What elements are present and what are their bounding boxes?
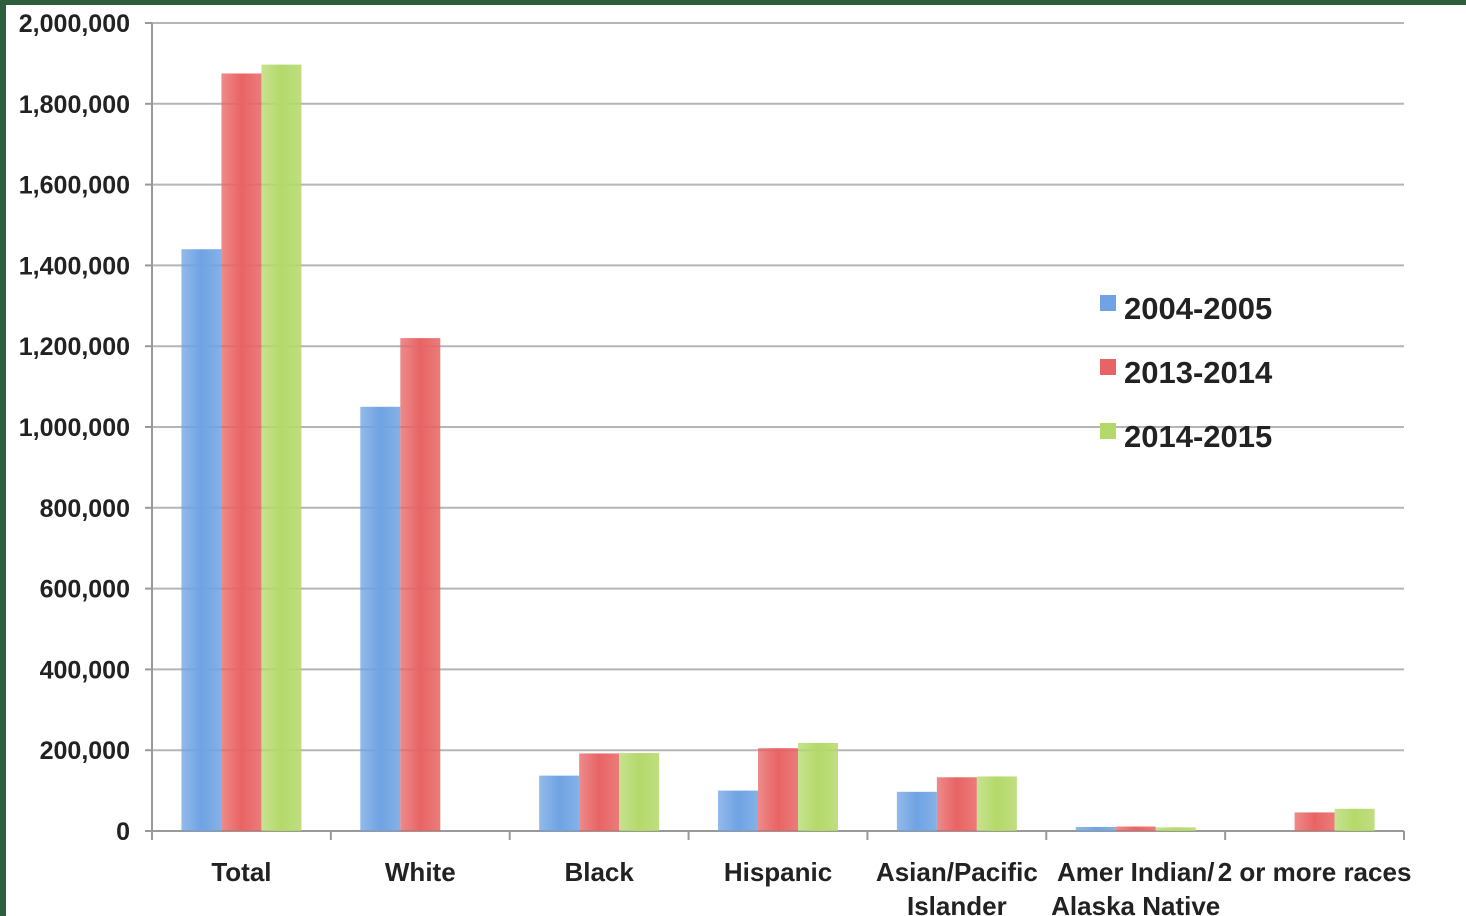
legend-label: 2004-2005 (1124, 291, 1272, 326)
bar (400, 338, 441, 831)
bar (360, 406, 401, 831)
y-tick-label: 800,000 (40, 495, 130, 523)
y-tick-label: 2,000,000 (19, 10, 130, 38)
y-tick-label: 1,600,000 (19, 172, 130, 200)
bar (798, 742, 838, 831)
bar (261, 64, 302, 831)
bar (579, 753, 620, 831)
y-tick-label: 1,400,000 (19, 252, 130, 280)
bar-chart: 0 200,000 400,000 600,000 800,000 1,000,000 1,… (19, 10, 1412, 916)
bar (718, 790, 758, 831)
labels: 0 200,000 400,000 600,000 800,000 1,000,000 1,… (19, 10, 1412, 916)
y-tick-label: 400,000 (40, 656, 130, 684)
bar (1075, 826, 1116, 831)
y-tick-label: 0 (116, 818, 130, 846)
legend-label: 2014-2015 (1124, 419, 1272, 454)
legend-label: 2013-2014 (1124, 355, 1273, 390)
x-tick-label: Black (564, 857, 634, 887)
x-tick-label: Amer Indian/Alaska Native (1051, 857, 1220, 916)
bars (181, 64, 1375, 832)
x-tick-label: 2 or more races (1218, 857, 1412, 887)
chart-frame: 0 200,000 400,000 600,000 800,000 1,000,000 1,… (6, 5, 1466, 916)
x-tick-label: Total (211, 857, 271, 887)
y-tick-label: 1,200,000 (19, 333, 130, 361)
y-tick-label: 1,800,000 (19, 91, 130, 119)
x-tick-label: Asian/Pacific Islander (876, 857, 1038, 916)
x-tick-label: Hispanic (724, 857, 832, 887)
y-tick-label: 1,000,000 (19, 414, 130, 442)
legend: 2004-2005 2013-2014 2014-2015 (1100, 291, 1273, 454)
bar (1294, 812, 1335, 831)
legend-swatch (1100, 295, 1116, 311)
bar (1334, 808, 1375, 831)
bar (181, 249, 222, 832)
bar (1155, 827, 1196, 831)
bar (221, 73, 262, 831)
bar (758, 748, 798, 831)
y-tick-label: 200,000 (40, 737, 130, 765)
bar (976, 776, 1017, 831)
y-tick-label: 600,000 (40, 576, 130, 604)
bar (619, 753, 660, 831)
bar (896, 791, 937, 831)
legend-swatch (1100, 423, 1116, 439)
bar (936, 777, 977, 831)
legend-swatch (1100, 359, 1116, 375)
bar (539, 775, 580, 831)
x-tick-label: White (385, 857, 456, 887)
bar (1115, 826, 1156, 831)
